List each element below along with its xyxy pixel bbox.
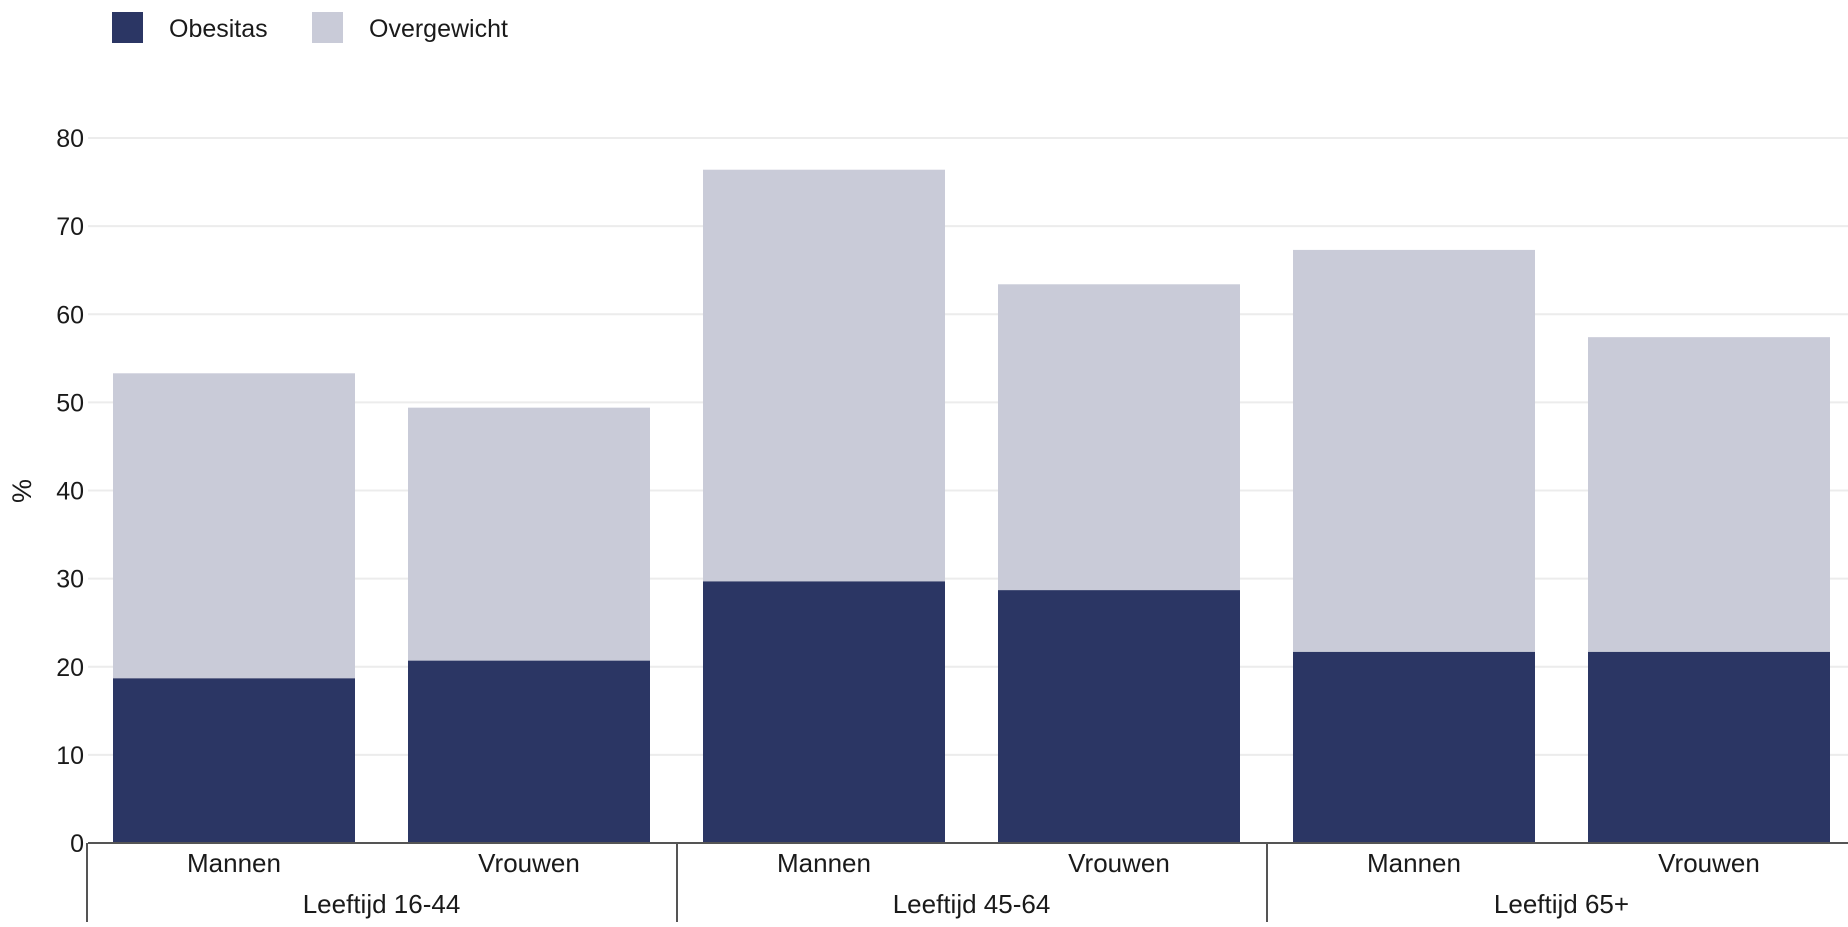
y-tick-label: 40 bbox=[56, 478, 84, 506]
x-category-label: Mannen bbox=[777, 848, 871, 878]
x-group-label: Leeftijd 16-44 bbox=[303, 889, 461, 919]
bar-overgewicht-0 bbox=[113, 373, 355, 679]
bar-overgewicht-2 bbox=[703, 169, 945, 582]
bar-obesitas-4 bbox=[1293, 651, 1535, 843]
y-tick-label: 20 bbox=[56, 654, 84, 682]
x-group-label: Leeftijd 65+ bbox=[1494, 889, 1629, 919]
x-category-label: Mannen bbox=[187, 848, 281, 878]
y-tick-label: 60 bbox=[56, 301, 84, 329]
bar-obesitas-0 bbox=[113, 678, 355, 843]
x-category-label: Mannen bbox=[1367, 848, 1461, 878]
x-category-label: Vrouwen bbox=[1068, 848, 1170, 878]
bar-overgewicht-5 bbox=[1588, 337, 1830, 652]
bar-overgewicht-3 bbox=[998, 284, 1240, 591]
bar-overgewicht-4 bbox=[1293, 249, 1535, 652]
gridlines bbox=[88, 137, 1848, 756]
y-tick-label: 50 bbox=[56, 389, 84, 417]
legend-label-obesitas: Obesitas bbox=[169, 15, 268, 43]
bar-obesitas-2 bbox=[703, 581, 945, 843]
y-tick-label: 70 bbox=[56, 213, 84, 241]
x-group-label: Leeftijd 45-64 bbox=[893, 889, 1051, 919]
y-tick-label: 0 bbox=[70, 830, 84, 858]
bars bbox=[113, 169, 1830, 843]
y-axis-label: % bbox=[7, 479, 37, 503]
bar-obesitas-5 bbox=[1588, 651, 1830, 843]
bar-obesitas-3 bbox=[998, 590, 1240, 843]
axes: 0 10 20 30 40 50 60 70 80% Mannen Vrouwen Mannen Vro… bbox=[7, 125, 1848, 922]
legend-label-overgewicht: Overgewicht bbox=[369, 15, 508, 43]
y-tick-label: 80 bbox=[56, 125, 84, 153]
bar-obesitas-1 bbox=[408, 660, 650, 843]
x-category-label: Vrouwen bbox=[478, 848, 580, 878]
legend-swatch-overgewicht bbox=[312, 12, 343, 43]
bar-overgewicht-1 bbox=[408, 407, 650, 661]
legend-swatch-obesitas bbox=[112, 12, 143, 43]
x-category-label: Vrouwen bbox=[1658, 848, 1760, 878]
y-tick-label: 30 bbox=[56, 566, 84, 594]
y-tick-label: 10 bbox=[56, 742, 84, 770]
legend: Obesitas Overgewicht bbox=[112, 12, 508, 43]
